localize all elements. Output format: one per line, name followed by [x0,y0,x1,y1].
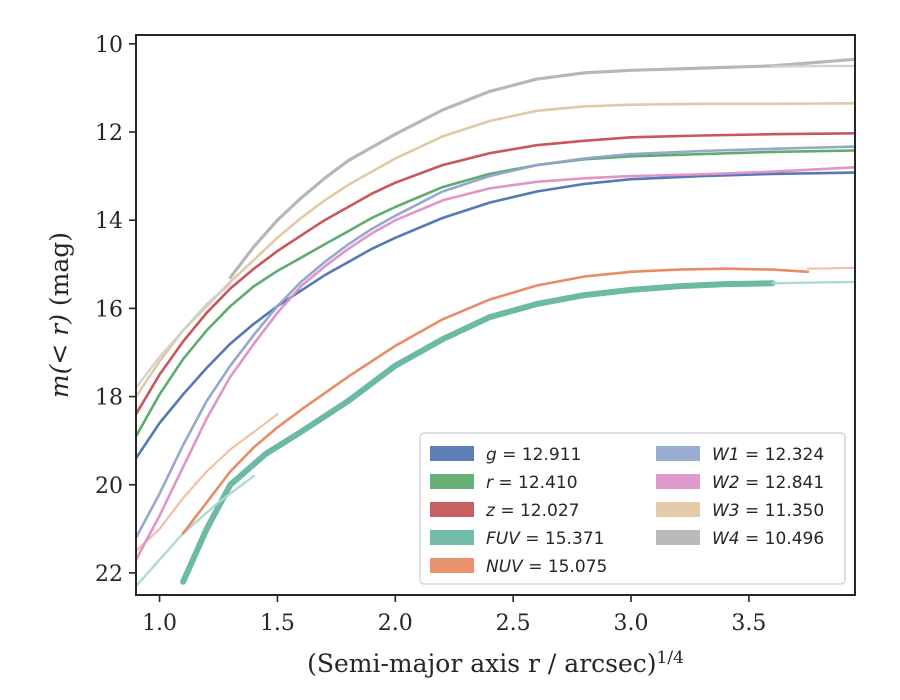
y-tick-label: 22 [95,562,123,587]
series-line-fuv [180,280,776,585]
series-line-w4 [228,57,855,280]
series-layer [136,57,855,588]
legend-swatch-nuv [430,558,474,573]
legend-swatch-w3 [656,502,700,517]
series-line-faint-8 [806,266,855,270]
legend-label-w3: W3 = 11.350 [712,501,824,521]
series-line-faint-4 [136,474,256,588]
plot-frame [135,34,856,596]
y-tick-label: 20 [95,474,123,499]
legend-label-g: g = 12.911 [486,445,581,465]
y-tick-label: 12 [95,121,123,146]
legend-swatch-w4 [656,530,700,545]
legend: g = 12.911 r = 12.410 z = 12.027 FUV = 15.3… [419,432,846,585]
x-tick-label: 2.0 [378,611,413,636]
legend-label-w4: W4 = 10.496 [712,529,824,549]
x-tick-label: 1.5 [260,611,295,636]
series-line-faint-14 [771,64,855,68]
x-tick-label: 1.0 [142,611,177,636]
legend-swatch-w2 [656,474,700,489]
series-line-faint-7 [136,413,279,553]
y-tick-label: 10 [95,33,123,58]
y-tick-label: 18 [95,386,123,411]
y-axis-title: m(< r) (mag) [45,232,74,398]
series-line-w1 [136,145,855,540]
legend-label-w1: W1 = 12.324 [712,445,824,465]
legend-swatch-w1 [656,446,700,461]
series-line-faint-5 [771,280,855,285]
legend-label-fuv: FUV = 15.371 [486,529,604,549]
legend-label-nuv: NUV = 15.075 [486,557,607,577]
series-line-z [136,132,855,416]
legend-swatch-g [430,446,474,461]
legend-label-r: r = 12.410 [486,473,578,493]
x-tick-label: 3.0 [614,611,649,636]
y-tick-label: 14 [95,209,123,234]
legend-swatch-z [430,502,474,517]
series-line-w3 [136,102,855,398]
x-tick-label: 3.5 [731,611,766,636]
series-line-faint-13 [136,282,232,389]
ticks-layer: 1.0 1.5 2.0 2.5 3.0 3.5 10 12 14 16 18 20 22 [95,33,766,636]
legend-label-z: z = 12.027 [485,501,579,521]
y-tick-label: 16 [95,297,123,322]
x-axis-title: (Semi-major axis r / arcsec)1/4 [307,648,684,678]
legend-swatch-fuv [430,530,474,545]
series-line-w2 [136,166,855,562]
series-line-nuv [181,267,810,535]
series-line-g [136,171,855,460]
series-line-r [136,149,855,438]
x-tick-label: 2.5 [496,611,531,636]
legend-swatch-r [430,474,474,489]
legend-box [419,432,846,585]
legend-label-w2: W2 = 12.841 [712,473,824,493]
